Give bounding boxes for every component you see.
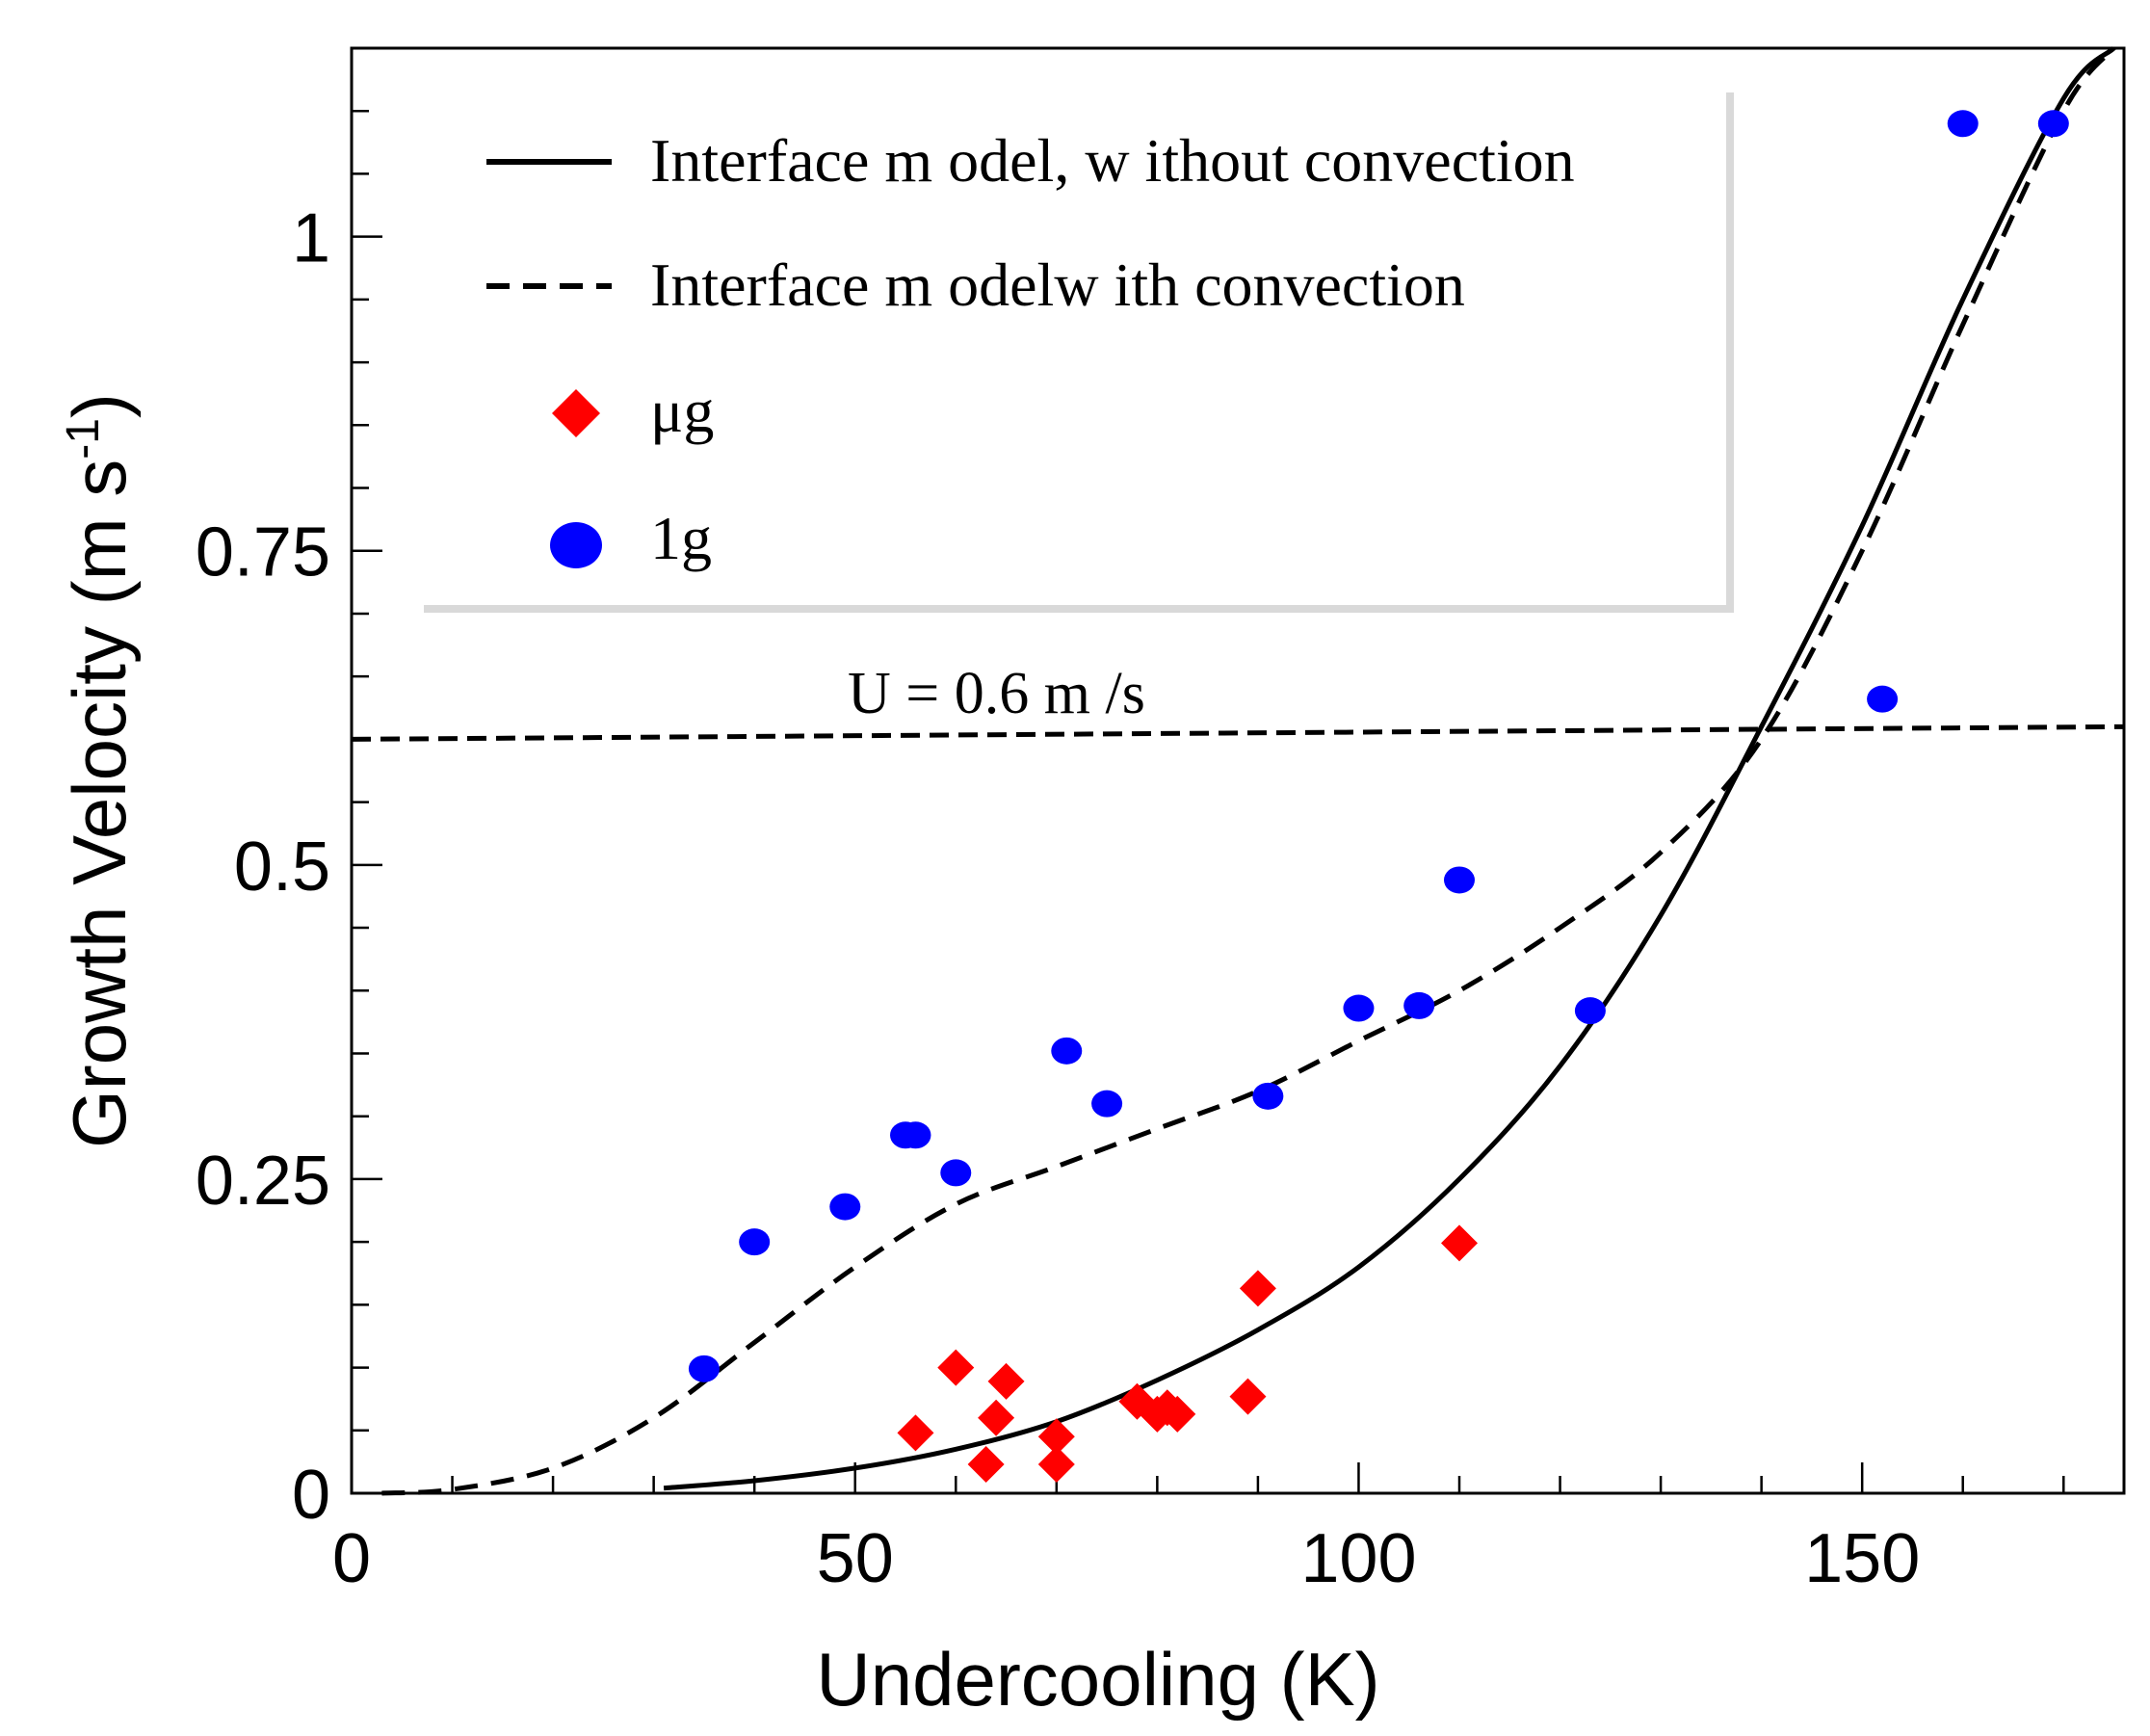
x-tick-label: 50	[817, 1520, 894, 1597]
legend-label-solid: Interface m odel, w ithout convection	[650, 126, 1575, 195]
y-tick-label: 0.25	[196, 1143, 330, 1220]
data-point-mug	[1239, 1270, 1276, 1307]
data-point-1g	[1051, 1037, 1083, 1065]
y-tick-label: 1	[292, 200, 330, 277]
y-axis-label: Growth Velocity (m s-1)	[57, 393, 142, 1148]
data-point-1g	[2037, 110, 2069, 138]
data-point-mug	[987, 1362, 1025, 1400]
x-tick-label: 100	[1300, 1520, 1416, 1597]
y-axis-label-sup: -1	[58, 418, 109, 460]
data-point-1g	[1252, 1082, 1284, 1110]
data-point-mug	[897, 1414, 934, 1452]
y-axis-label-main: Growth Velocity (m s	[57, 460, 142, 1148]
data-point-1g	[1343, 994, 1375, 1022]
legend-swatch-circle	[550, 522, 602, 568]
data-point-1g	[1867, 685, 1899, 713]
data-point-mug	[1441, 1224, 1478, 1262]
curves-layer	[351, 46, 2125, 1496]
data-point-1g	[1947, 110, 1979, 138]
legend-label-mug: μg	[650, 377, 714, 445]
data-point-1g	[1444, 866, 1475, 894]
y-tick-label: 0.75	[196, 514, 330, 592]
legend-label-1g: 1g	[650, 504, 712, 572]
data-point-mug	[967, 1446, 1005, 1483]
legend-label-dashed: Interface m odelw ith convection	[650, 250, 1465, 319]
data-point-mug	[1229, 1378, 1267, 1415]
data-point-1g	[1403, 991, 1435, 1019]
x-tick-label: 150	[1804, 1520, 1920, 1597]
data-point-1g	[829, 1193, 861, 1221]
x-tick-label: 0	[332, 1520, 371, 1597]
data-point-1g	[940, 1159, 972, 1187]
data-point-1g	[688, 1355, 720, 1382]
legend-swatch-diamond	[552, 389, 600, 437]
data-point-1g	[1574, 997, 1606, 1025]
data-point-mug	[978, 1399, 1015, 1436]
legend-box	[416, 85, 1726, 605]
markers-layer	[688, 110, 2069, 1483]
x-axis-label: Undercooling (K)	[816, 1637, 1379, 1722]
annotation-u-label: U = 0.6 m /s	[848, 661, 1145, 726]
data-point-mug	[1037, 1446, 1075, 1483]
data-point-1g	[1091, 1090, 1123, 1118]
data-point-1g	[900, 1121, 931, 1149]
reference-line-u	[351, 723, 2125, 742]
ticks-layer: 0 50 100 150 0 0.25 0.5 0.75 1	[196, 109, 2065, 1597]
data-point-mug	[1037, 1418, 1075, 1456]
data-point-mug	[937, 1349, 975, 1386]
data-point-mug	[1159, 1395, 1196, 1433]
plot-frame	[350, 46, 2126, 1495]
curve-without-convection	[663, 46, 2116, 1491]
y-tick-label: 0	[292, 1457, 330, 1534]
legend: Interface m odel, w ithout convection In…	[416, 85, 1734, 613]
y-tick-label: 0.5	[234, 829, 330, 906]
y-axis-label-close: )	[57, 393, 142, 418]
data-point-1g	[739, 1228, 771, 1256]
